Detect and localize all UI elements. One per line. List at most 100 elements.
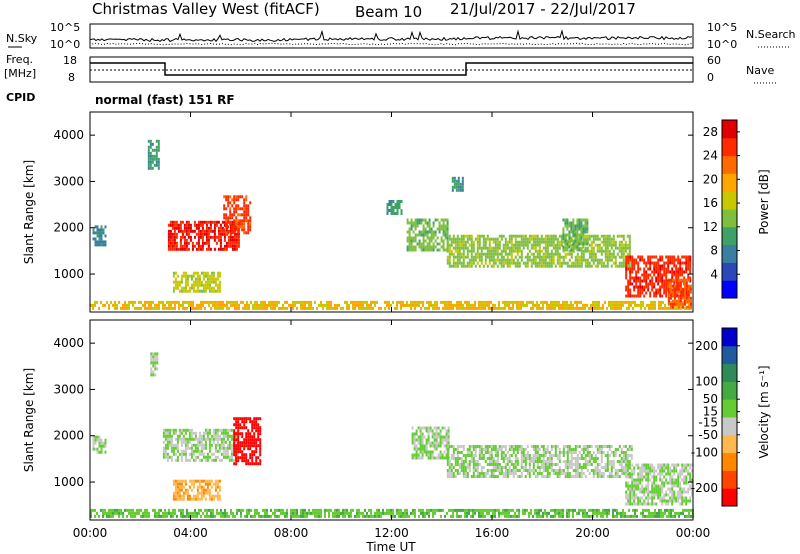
data-cell [476, 469, 479, 472]
data-cell [651, 484, 654, 488]
data-cell [461, 185, 464, 189]
data-cell [616, 469, 619, 472]
data-cell [506, 264, 509, 268]
data-cell [458, 255, 461, 259]
data-cell [649, 478, 652, 482]
data-cell [362, 303, 364, 307]
data-cell [582, 511, 584, 515]
data-cell [671, 288, 674, 292]
data-cell [328, 300, 330, 304]
data-cell [647, 466, 650, 470]
data-cell [512, 249, 515, 253]
data-cell [622, 255, 625, 259]
data-cell [627, 285, 630, 289]
data-cell [216, 271, 219, 275]
data-cell [204, 283, 207, 287]
data-cell [168, 303, 170, 307]
data-cell [151, 154, 154, 158]
data-cell [438, 221, 441, 225]
data-cell [172, 497, 175, 501]
data-cell [574, 448, 577, 451]
data-cell [508, 261, 511, 265]
data-cell [468, 511, 470, 515]
data-cell [570, 221, 573, 225]
data-cell [508, 303, 510, 307]
data-cell [526, 445, 529, 448]
data-cell [484, 300, 486, 304]
data-cell [242, 306, 244, 310]
data-cell [176, 434, 179, 438]
data-cell [199, 235, 202, 239]
data-cell [444, 218, 447, 222]
data-cell [524, 469, 527, 472]
data-cell [202, 488, 205, 492]
data-cell [233, 213, 236, 217]
data-cell [510, 246, 513, 250]
data-cell [230, 434, 233, 438]
data-cell [546, 460, 549, 463]
data-cell [470, 264, 473, 268]
data-cell [504, 454, 507, 457]
data-cell [643, 469, 646, 473]
data-cell [629, 276, 632, 280]
data-cell [201, 235, 204, 239]
data-cell [508, 252, 511, 256]
data-cell [190, 482, 193, 486]
data-cell [180, 280, 183, 284]
data-cell [180, 274, 183, 278]
data-cell [202, 431, 205, 435]
data-cell [181, 229, 184, 233]
data-cell [627, 502, 630, 506]
data-cell [480, 261, 483, 265]
data-cell [392, 300, 394, 304]
data-cell [196, 289, 199, 293]
data-cell [580, 448, 583, 451]
data-cell [460, 246, 463, 250]
data-cell [629, 484, 632, 488]
data-cell [558, 508, 560, 512]
data-cell [236, 303, 238, 307]
data-cell [274, 514, 276, 518]
data-cell [554, 451, 557, 454]
data-cell [667, 270, 670, 274]
data-cell [249, 216, 252, 220]
data-cell [631, 472, 634, 476]
data-cell [417, 453, 420, 457]
data-cell [392, 209, 395, 212]
data-cell [178, 303, 180, 307]
data-cell [620, 511, 622, 515]
data-cell [496, 466, 499, 469]
data-cell [308, 511, 310, 515]
data-cell [184, 280, 187, 284]
data-cell [578, 221, 581, 225]
data-cell [596, 243, 599, 247]
data-cell [415, 453, 418, 457]
data-cell [197, 247, 200, 251]
data-cell [237, 417, 240, 421]
data-cell [606, 511, 608, 515]
data-cell [456, 237, 459, 241]
data-cell [602, 249, 605, 253]
data-cell [445, 447, 448, 451]
data-cell [368, 514, 370, 518]
data-cell [677, 282, 680, 286]
data-cell [402, 300, 404, 304]
data-cell [458, 451, 461, 454]
data-cell [96, 231, 99, 235]
data-cell [504, 306, 506, 310]
data-cell [653, 267, 656, 271]
data-cell [257, 462, 260, 466]
data-cell [544, 475, 547, 478]
data-cell [194, 431, 197, 435]
data-cell [446, 230, 449, 234]
data-cell [245, 219, 248, 223]
data-cell [470, 303, 472, 307]
data-cell [659, 294, 662, 298]
data-cell [538, 255, 541, 259]
data-cell [633, 496, 636, 500]
data-cell [526, 258, 529, 262]
data-cell [243, 459, 246, 463]
data-cell [256, 303, 258, 307]
data-cell [614, 508, 616, 512]
data-cell [257, 432, 260, 436]
